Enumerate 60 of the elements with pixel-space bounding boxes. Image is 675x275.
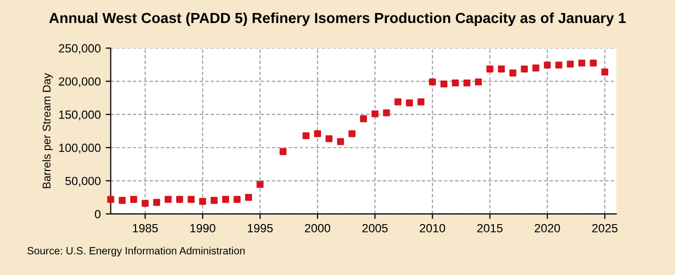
- point: [280, 148, 287, 156]
- x-tick-label: 2020: [534, 224, 560, 232]
- y-tick-label: 0: [94, 210, 101, 218]
- x-tick-label: 2025: [592, 224, 618, 232]
- x-tick-label: 1985: [132, 224, 158, 232]
- point: [428, 78, 436, 86]
- x-tick-label: 2000: [304, 224, 330, 232]
- y-tick-label: 50,000: [65, 176, 101, 187]
- point: [601, 68, 608, 76]
- point: [520, 66, 528, 72]
- point: [153, 198, 160, 206]
- point: [566, 60, 574, 68]
- y-axis-title: Barrels per Stream Day: [42, 73, 53, 188]
- point: [440, 80, 448, 88]
- x-tick-label: 2010: [420, 224, 446, 232]
- point: [326, 135, 332, 142]
- point: [382, 109, 390, 116]
- point: [452, 79, 459, 86]
- point: [498, 66, 505, 72]
- point: [406, 99, 413, 106]
- point: [394, 98, 402, 106]
- point: [222, 196, 230, 203]
- point: [532, 64, 540, 72]
- point: [417, 98, 424, 106]
- x-tick-label: 1990: [190, 224, 216, 232]
- point: [544, 62, 551, 69]
- point: [164, 196, 172, 203]
- point: [474, 78, 482, 86]
- point: [176, 196, 184, 203]
- point: [245, 194, 252, 201]
- point: [118, 196, 126, 204]
- point: [302, 132, 310, 140]
- y-tick-label: 150,000: [59, 110, 101, 120]
- source-note: Source: U.S. Energy Information Administration: [27, 246, 245, 256]
- point: [130, 196, 138, 203]
- point: [360, 115, 367, 122]
- point: [372, 110, 378, 118]
- point: [188, 196, 195, 203]
- point: [314, 130, 321, 138]
- point: [337, 138, 344, 146]
- y-tick-label: 250,000: [58, 44, 101, 54]
- point: [142, 200, 149, 207]
- point: [486, 66, 494, 72]
- chart-title: Annual West Coast (PADD 5) Refinery Isomers Production Capacity as of January 1: [49, 12, 626, 26]
- y-tick-label: 200,000: [58, 77, 101, 88]
- point: [348, 130, 356, 138]
- point: [590, 60, 597, 67]
- y-tick-label: 100,000: [59, 144, 101, 154]
- point: [578, 60, 586, 67]
- point: [107, 196, 114, 203]
- point: [256, 180, 264, 188]
- point: [199, 198, 206, 205]
- x-tick-label: 1995: [248, 224, 273, 232]
- point: [210, 196, 218, 204]
- point: [463, 79, 470, 86]
- point: [509, 70, 516, 76]
- point: [555, 62, 562, 69]
- point: [234, 196, 241, 203]
- x-tick-label: 2015: [477, 224, 503, 232]
- x-tick-label: 2005: [362, 224, 388, 232]
